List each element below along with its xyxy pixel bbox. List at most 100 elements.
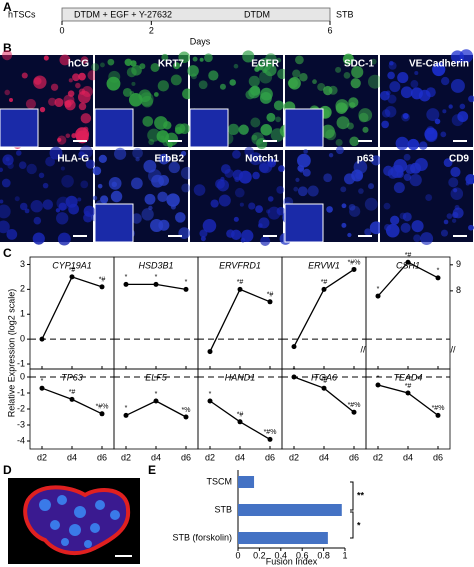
micrograph: [0, 150, 93, 242]
bar: [238, 504, 342, 516]
point: [207, 349, 213, 355]
significance: *: [185, 279, 188, 286]
image-label: Notch1: [245, 154, 279, 165]
cells: [187, 50, 288, 150]
x-axis-label: Fusion Index: [266, 556, 318, 566]
point: [351, 409, 357, 415]
axis-break: //: [450, 344, 456, 354]
gene-title: TEAD4: [393, 372, 422, 382]
significance: *#: [69, 267, 76, 274]
inset: [284, 203, 324, 243]
timeline-phase: DTDM + EGF + Y-27632: [74, 9, 172, 19]
significance: *: [377, 375, 380, 382]
gene-title: CSH1: [396, 260, 420, 270]
significance: *#: [321, 279, 328, 286]
point: [123, 412, 129, 418]
image-label: hCG: [68, 59, 89, 70]
significance: *: [41, 378, 44, 385]
image-label: ErbB2: [155, 154, 185, 165]
significance: *: [155, 274, 158, 281]
tick-label: 2: [149, 25, 154, 35]
x-tick-label: d6: [349, 452, 359, 462]
inset: [94, 203, 134, 243]
point: [435, 275, 441, 281]
panel-label: D: [3, 463, 12, 477]
image-label: HLA-G: [57, 154, 89, 165]
panel-label: B: [3, 41, 12, 55]
significance: *: [155, 391, 158, 398]
inset: [94, 108, 134, 148]
cells: [383, 153, 474, 246]
x-tick-label: d4: [403, 452, 413, 462]
point: [291, 374, 297, 380]
x-tick-label: d2: [121, 452, 131, 462]
significance: *#%: [264, 429, 277, 436]
timeline-bar: [61, 7, 331, 22]
inset: [189, 108, 229, 148]
category-label: STB: [214, 504, 232, 514]
x-tick-label: d4: [67, 452, 77, 462]
y2-tick-label: 8: [456, 285, 461, 295]
point: [69, 396, 75, 402]
panel-label: C: [3, 246, 12, 260]
x-tick-label: d6: [181, 452, 191, 462]
line: [209, 288, 271, 352]
y-tick-label: 0: [20, 334, 25, 344]
gene-title: ITGA6: [311, 372, 337, 382]
significance: *#%: [348, 259, 361, 266]
cells: [279, 53, 382, 147]
x-tick-label: d2: [37, 452, 47, 462]
x-tick-label: 0.2: [253, 550, 266, 560]
point: [375, 293, 381, 299]
gene-title: ERVW1: [308, 260, 340, 270]
significance: *#%: [348, 402, 361, 409]
point: [321, 286, 327, 292]
significance: *#: [237, 279, 244, 286]
nuclei: [39, 495, 120, 548]
gene-title: ELF5: [145, 372, 168, 382]
significance: *%: [182, 407, 191, 414]
point: [375, 382, 381, 388]
x-tick-label: 0: [235, 550, 240, 560]
point: [351, 266, 357, 272]
inset: [0, 108, 39, 148]
significance: *: [293, 367, 296, 374]
x-tick-label: d4: [235, 452, 245, 462]
point: [99, 411, 105, 417]
gene-title: CYP19A1: [52, 260, 92, 270]
image-label: EGFR: [251, 59, 280, 70]
y-tick-label: -4: [17, 435, 25, 445]
timeline-phase: DTDM: [244, 9, 270, 19]
y2-tick-label: 9: [456, 259, 461, 269]
bar: [238, 532, 328, 544]
timeline-end: STB: [336, 9, 354, 19]
point: [405, 390, 411, 396]
y-axis-label: Relative Expression (log2 scale): [6, 289, 16, 418]
point: [291, 344, 297, 350]
significance: *#: [405, 383, 412, 390]
y-tick-label: 2: [20, 284, 25, 294]
point: [123, 281, 129, 287]
image-label: p63: [357, 154, 375, 165]
y-tick-label: -1: [17, 387, 25, 397]
x-tick-label: 0.8: [317, 550, 330, 560]
point: [99, 284, 105, 290]
significance: *#: [99, 277, 106, 284]
panel-label: E: [148, 463, 156, 477]
significance: *#%: [432, 405, 445, 412]
axis-break: //: [360, 344, 366, 354]
point: [237, 286, 243, 292]
bracket: [350, 511, 354, 539]
x-tick-label: d6: [265, 452, 275, 462]
point: [405, 259, 411, 265]
x-tick-label: 0.4: [275, 550, 288, 560]
cells: [0, 145, 95, 246]
inset: [284, 108, 324, 148]
x-tick-label: 1: [342, 550, 347, 560]
point: [39, 336, 45, 342]
x-tick-label: d2: [373, 452, 383, 462]
significance: *#%: [96, 404, 109, 411]
plot-frame: [29, 256, 115, 370]
bar: [238, 476, 255, 488]
